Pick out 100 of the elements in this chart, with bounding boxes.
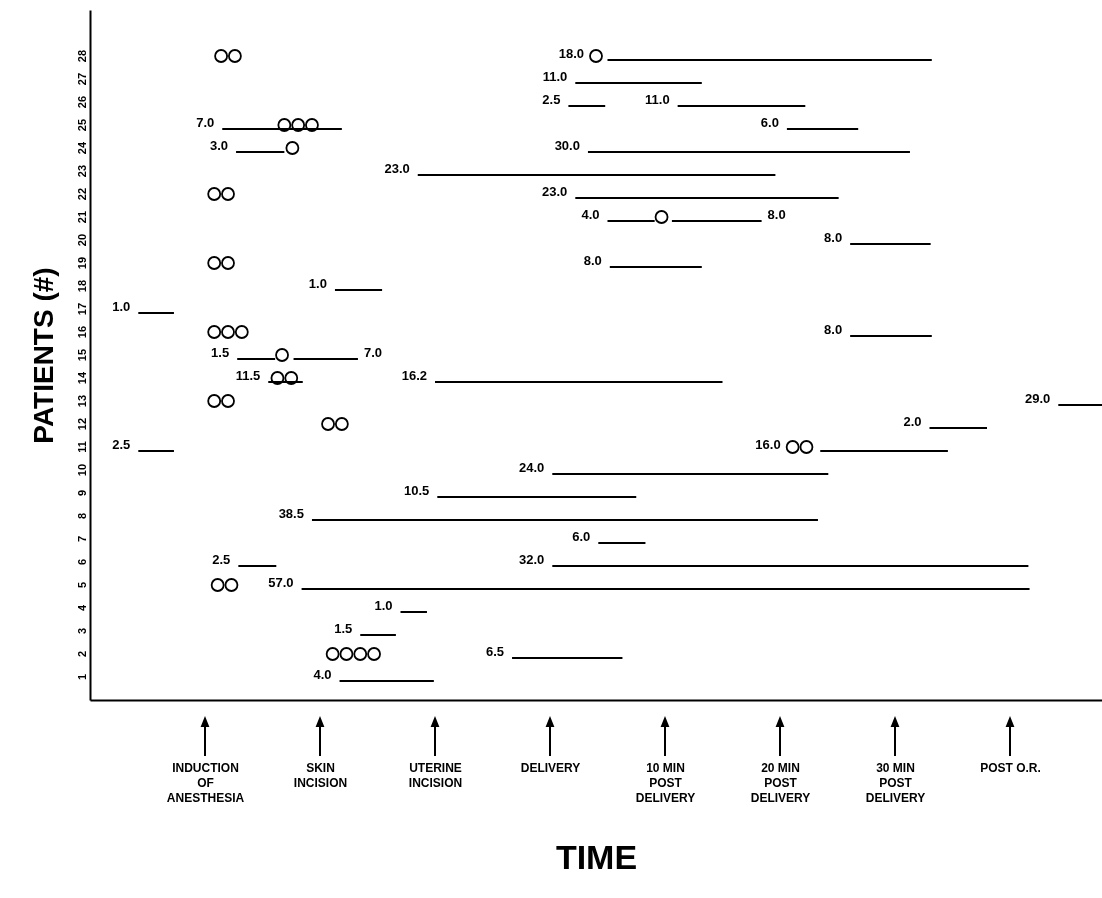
annotation: 8.0 [824,230,843,245]
point [221,256,235,270]
annotation: 1.0 [374,598,393,613]
y-tick-label: 12 [75,417,88,431]
y-tick-label: 3 [75,627,88,635]
annotation: 32.0 [518,552,545,567]
annotation: 2.0 [903,414,922,429]
point [785,440,800,454]
y-tick-label: 1 [75,673,88,681]
point [224,578,239,592]
y-tick-label: 25 [75,118,88,132]
annotation: 16.2 [401,368,427,383]
x-tick-label: SKIN INCISION [293,760,348,790]
annotation: 3.0 [209,138,229,153]
annotation: 24.0 [518,460,545,475]
bar [311,519,818,521]
y-tick-label: 9 [75,489,88,497]
point [589,49,603,63]
annotation: 2.5 [112,437,131,452]
bar [575,82,702,84]
point [234,325,249,339]
annotation: 18.0 [558,46,584,61]
bar [400,611,427,613]
point [285,141,300,155]
point [339,647,354,661]
annotation: 11.0 [542,69,568,84]
annotation: 8.0 [824,322,843,337]
y-tick-label: 21 [75,210,88,224]
bar [929,427,987,429]
point [210,578,225,592]
bar [238,565,277,567]
point [325,647,340,661]
x-tick-label: 10 MIN POST DELIVERY [635,760,696,805]
annotation: 4.0 [313,667,332,682]
bar [552,473,829,475]
bar [301,588,1030,590]
x-tick-label: 30 MIN POST DELIVERY [865,760,926,805]
point [799,440,814,454]
point [275,348,289,362]
bar [575,197,839,199]
y-tick-label: 17 [75,302,88,316]
bar [598,542,646,544]
annotation: 38.5 [278,506,304,521]
y-tick-label: 14 [75,371,88,385]
bar [677,105,806,107]
point [214,49,228,63]
x-tick-label: 20 MIN POST DELIVERY [750,760,811,805]
annotation: 30.0 [554,138,580,153]
y-tick-label: 5 [75,581,88,589]
annotation: 23.0 [384,161,410,176]
x-tick-label: DELIVERY [520,760,581,775]
point [221,325,235,339]
point [367,647,381,661]
y-tick-label: 8 [75,512,88,520]
y-tick-label: 13 [75,394,88,408]
y-tick-label: 10 [75,463,88,477]
bar [339,680,434,682]
point [284,371,299,385]
y-tick-label: 15 [75,348,88,362]
bar [138,312,174,314]
x-tick-label: POST O.R. [980,760,1041,775]
annotation: 1.5 [211,345,230,360]
point [353,647,368,661]
x-tick-label: UTERINE INCISION [408,760,463,790]
bar [607,59,932,61]
point [277,118,292,132]
annotation: 2.5 [542,92,561,107]
y-tick-label: 7 [75,535,88,543]
bar [334,289,383,291]
bar [435,381,723,383]
annotation: 1.0 [112,299,131,314]
bar [786,128,859,130]
y-tick-label: 4 [75,604,88,612]
annotation: 23.0 [541,184,568,199]
point [228,49,242,63]
bar [512,657,623,659]
point [305,118,319,132]
bar [236,151,285,153]
annotation: 4.0 [581,207,600,222]
bar [609,266,702,268]
y-axis-title: PATIENTS (#) [27,267,59,444]
y-tick-label: 28 [75,49,88,63]
annotation: 1.0 [308,276,327,291]
bar [138,450,174,452]
point [291,118,306,132]
bar [360,634,396,636]
point [221,187,235,201]
x-tick-label: INDUCTION OF ANESTHESIA [166,760,245,805]
annotation: 6.5 [485,644,505,659]
y-tick-label: 6 [75,558,88,566]
y-tick-label: 16 [75,325,88,339]
annotation: 7.0 [363,345,383,360]
bar [552,565,1029,567]
point [221,394,235,408]
annotation: 1.5 [334,621,353,636]
y-tick-label: 24 [75,141,88,155]
y-tick-label: 27 [75,72,88,86]
bar [671,220,762,222]
point [321,417,335,431]
bar [850,335,932,337]
